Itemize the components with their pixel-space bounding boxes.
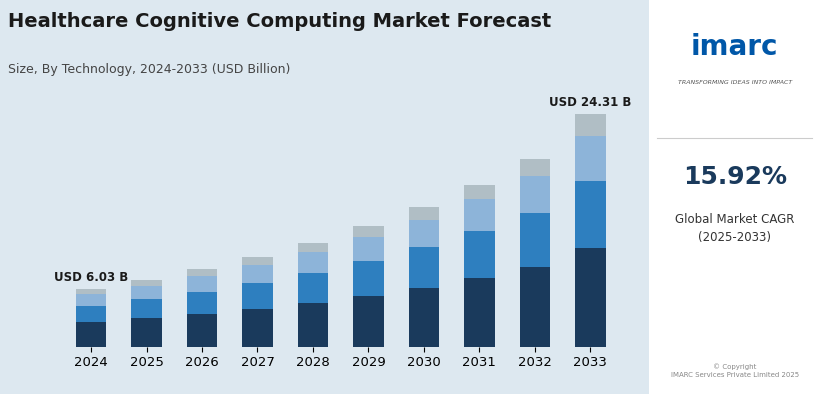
Bar xyxy=(186,277,218,292)
Bar xyxy=(409,288,439,347)
Bar xyxy=(409,220,439,247)
Bar xyxy=(131,286,162,299)
Text: © Copyright
IMARC Services Private Limited 2025: © Copyright IMARC Services Private Limit… xyxy=(671,363,799,378)
Bar xyxy=(76,306,106,322)
Bar xyxy=(131,299,162,318)
Bar xyxy=(242,257,273,265)
Bar xyxy=(409,247,439,288)
Text: 15.92%: 15.92% xyxy=(683,165,787,189)
Bar xyxy=(186,269,218,277)
Bar xyxy=(464,199,495,231)
Bar xyxy=(186,314,218,347)
Bar xyxy=(520,213,550,267)
Text: Global Market CAGR
(2025-2033): Global Market CAGR (2025-2033) xyxy=(675,213,795,244)
Bar xyxy=(298,252,328,273)
Bar xyxy=(76,322,106,347)
Bar xyxy=(520,159,550,176)
Text: USD 24.31 B: USD 24.31 B xyxy=(549,96,631,109)
Text: Size, By Technology, 2024-2033 (USD Billion): Size, By Technology, 2024-2033 (USD Bill… xyxy=(8,63,291,76)
Bar xyxy=(131,280,162,286)
Bar xyxy=(242,265,273,283)
Text: TRANSFORMING IDEAS INTO IMPACT: TRANSFORMING IDEAS INTO IMPACT xyxy=(677,80,792,85)
Bar xyxy=(298,273,328,303)
Bar xyxy=(76,294,106,306)
Bar xyxy=(576,249,606,347)
Bar xyxy=(242,283,273,309)
Text: USD 6.03 B: USD 6.03 B xyxy=(54,271,128,284)
Text: imarc: imarc xyxy=(691,33,778,61)
Bar xyxy=(464,231,495,278)
Bar xyxy=(242,309,273,347)
Bar xyxy=(353,226,383,237)
Bar xyxy=(76,289,106,294)
Text: Healthcare Cognitive Computing Market Forecast: Healthcare Cognitive Computing Market Fo… xyxy=(8,12,552,31)
Bar xyxy=(298,303,328,347)
Bar xyxy=(409,207,439,220)
Bar xyxy=(464,278,495,347)
Bar xyxy=(186,292,218,314)
Bar xyxy=(576,181,606,249)
Bar xyxy=(520,176,550,213)
Bar xyxy=(353,261,383,296)
Bar xyxy=(131,318,162,347)
Bar xyxy=(576,114,606,136)
Bar xyxy=(464,184,495,199)
Bar xyxy=(353,237,383,261)
Bar xyxy=(298,243,328,252)
Bar xyxy=(353,296,383,347)
Bar xyxy=(520,267,550,347)
Bar xyxy=(576,136,606,181)
